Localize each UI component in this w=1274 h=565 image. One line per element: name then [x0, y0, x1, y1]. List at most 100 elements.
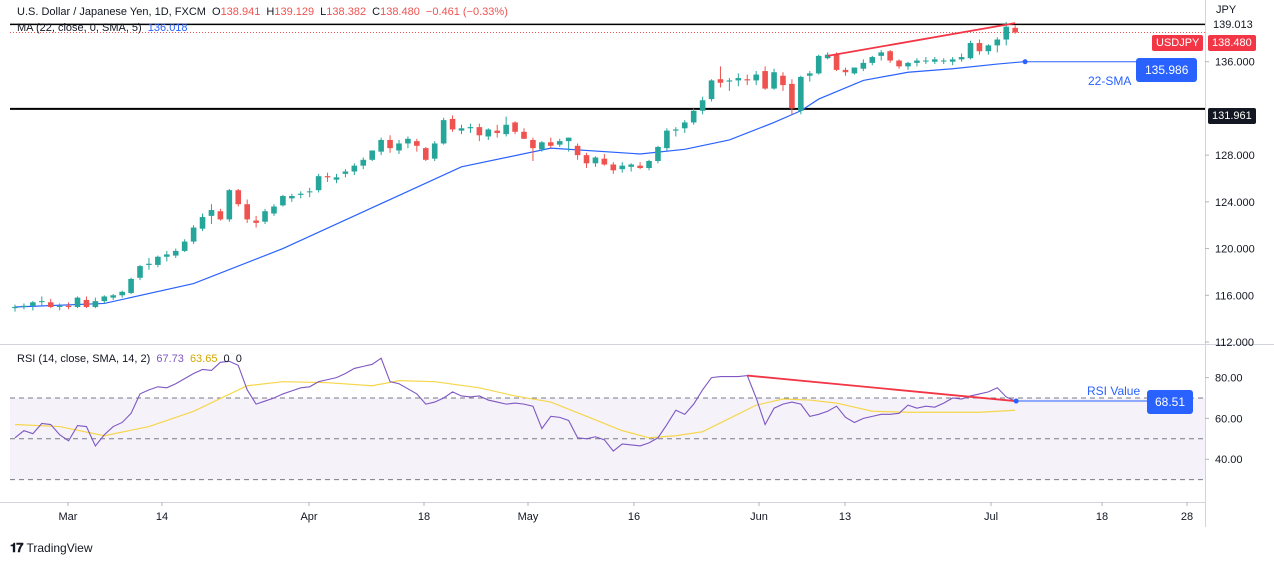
candle-body — [253, 220, 259, 223]
candle-body — [789, 83, 795, 109]
candle-body — [172, 250, 179, 256]
candle-body — [949, 59, 956, 62]
candle-body — [396, 143, 402, 151]
time-tick-label: Apr — [300, 511, 317, 523]
candle-body — [271, 206, 277, 214]
candle-body — [181, 241, 188, 251]
time-tick-label: May — [518, 511, 539, 523]
candle-body — [128, 278, 134, 293]
price-tick-label: 128.000 — [1215, 150, 1255, 162]
candle-body — [690, 110, 697, 123]
candle-body — [681, 122, 688, 129]
price-tick-label: 112.000 — [1215, 337, 1254, 349]
price-pane — [10, 22, 1205, 312]
price-tick-label: 120.000 — [1215, 244, 1255, 256]
high-label: H — [266, 6, 275, 18]
rsi-tick-label: 60.00 — [1215, 413, 1243, 425]
time-tick-label: Mar — [59, 511, 78, 523]
ma-value: 136.018 — [147, 22, 188, 34]
candle-body — [771, 72, 777, 89]
candle-body — [467, 127, 474, 129]
candle-body — [744, 79, 751, 81]
candle-body — [297, 193, 304, 195]
price-tick-label: 136.000 — [1215, 57, 1255, 69]
price-tick-label: 124.000 — [1215, 197, 1255, 209]
candle-body — [422, 148, 429, 160]
candle-body — [1012, 27, 1018, 33]
candle-body — [762, 71, 768, 89]
candle-body — [56, 305, 63, 307]
candle-body — [164, 254, 170, 257]
time-tick-label: Jul — [984, 511, 998, 523]
candle-body — [208, 210, 215, 216]
candle-body — [503, 124, 509, 135]
candle-body — [369, 150, 375, 160]
candle-body — [869, 57, 876, 63]
tradingview-logo[interactable]: 𝟏𝟕 TradingView — [10, 540, 93, 556]
rsi-value-badge: 68.51 — [1147, 390, 1194, 414]
candle-body — [994, 39, 1001, 46]
currency-label: JPY — [1216, 4, 1237, 16]
candle-body — [539, 142, 545, 150]
candle-body — [458, 128, 465, 131]
rsi-ma-line — [14, 380, 1016, 439]
candle-body — [798, 76, 804, 111]
candle-body — [262, 211, 268, 222]
candle-body — [414, 141, 420, 146]
chart-legend-rsi: RSI (14, close, SMA, 14, 2) 67.73 63.65 … — [17, 353, 245, 365]
low-label: L — [320, 6, 327, 18]
high-value: 139.129 — [274, 6, 315, 18]
candle-body — [530, 139, 536, 149]
candle-body — [708, 80, 715, 100]
candle-body — [619, 165, 626, 170]
candle-body — [833, 54, 840, 70]
candle-body — [342, 171, 349, 174]
candle-body — [324, 176, 331, 178]
last-price-badge: 138.480 — [1208, 35, 1256, 51]
candle-body — [753, 74, 759, 81]
candle-body — [280, 196, 286, 206]
candle-body — [360, 159, 367, 166]
rsi-extra-2: 0 — [235, 353, 242, 365]
candle-body — [896, 60, 902, 67]
candle-body — [289, 196, 295, 199]
brand-name: TradingView — [26, 541, 93, 555]
candle-body — [351, 165, 358, 172]
time-tick-label: Jun — [750, 511, 768, 523]
candle-body — [83, 299, 90, 307]
candle-body — [226, 190, 233, 220]
candle-body — [244, 204, 250, 220]
candle-body — [860, 62, 867, 69]
candle-body — [92, 301, 99, 307]
change-value: −0.461 (−0.33%) — [425, 6, 508, 18]
candle-body — [967, 43, 974, 59]
time-tick-label: 14 — [156, 511, 168, 523]
candle-body — [565, 137, 572, 142]
candle-body — [780, 75, 786, 86]
candle-body — [905, 62, 911, 67]
candle-body — [717, 79, 724, 83]
candle-body — [726, 80, 733, 82]
candle-body — [199, 217, 206, 229]
candle-body — [646, 160, 652, 168]
open-value: 138.941 — [220, 6, 261, 18]
candle-body — [824, 54, 831, 59]
sma-line — [14, 61, 1025, 308]
chart-legend-ma: MA (22, close, 0, SMA, 5) 136.018 — [17, 22, 191, 34]
price-tick-label: 116.000 — [1215, 290, 1254, 302]
candle-body — [485, 129, 492, 137]
close-label: C — [372, 6, 381, 18]
candle-body — [217, 211, 224, 220]
candle-body — [387, 139, 393, 149]
candle-body — [378, 139, 384, 152]
candle-body — [548, 142, 554, 146]
candle-body — [521, 131, 527, 139]
symbol-title: U.S. Dollar / Japanese Yen, 1D, FXCM — [17, 6, 206, 18]
rsi-ma-value: 63.65 — [189, 353, 218, 365]
rsi-tick-label: 40.00 — [1215, 454, 1243, 466]
candle-body — [155, 256, 161, 265]
candle-body — [65, 305, 72, 307]
tradingview-icon: 𝟏𝟕 — [10, 540, 24, 555]
symbol-price-badge: USDJPY — [1152, 35, 1204, 51]
